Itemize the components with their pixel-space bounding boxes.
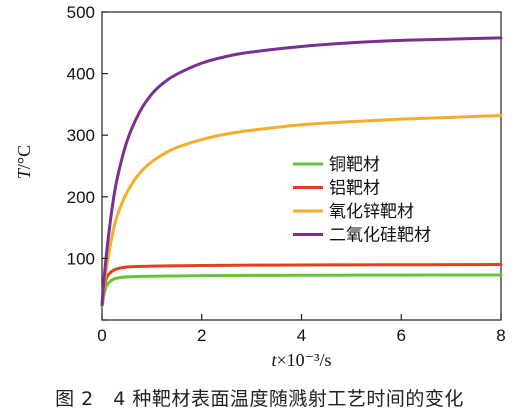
y-axis-label: T/°C (14, 145, 34, 179)
axes: 0 2 4 6 8 100 200 300 400 500 (67, 3, 506, 345)
legend-label-1: 铜靶材 (329, 155, 380, 175)
y-tick-label: 100 (67, 249, 95, 268)
y-axis-variable: T (14, 167, 34, 179)
x-tick-label: 2 (197, 326, 206, 345)
y-axis-unit: /°C (14, 145, 34, 169)
x-tick-label: 6 (397, 326, 406, 345)
series-lines (100, 36, 503, 308)
y-tick-label: 300 (67, 126, 95, 145)
y-tick-label: 200 (67, 188, 95, 207)
legend-label-4: 二氧化硅靶材 (329, 226, 431, 246)
series-line-2 (100, 263, 503, 307)
x-tick-label: 0 (97, 326, 106, 345)
series-line-1 (100, 273, 503, 308)
legend-label-3: 氧化锌靶材 (329, 202, 414, 222)
x-axis-label: t×10⁻³/s (271, 350, 331, 370)
figure-caption: 图 2 4 种靶材表面温度随溅射工艺时间的变化 (55, 388, 464, 410)
series-line-4 (100, 36, 503, 307)
y-tick-label: 500 (67, 3, 95, 22)
x-axis-unit: ×10⁻³/s (276, 350, 331, 370)
x-tick-label: 8 (496, 326, 505, 345)
y-tick-label: 400 (67, 65, 95, 84)
x-tick-label: 4 (297, 326, 306, 345)
series-line-3 (100, 113, 503, 307)
x-axis-variable: t (271, 350, 277, 370)
legend-label-2: 铝靶材 (329, 179, 380, 199)
